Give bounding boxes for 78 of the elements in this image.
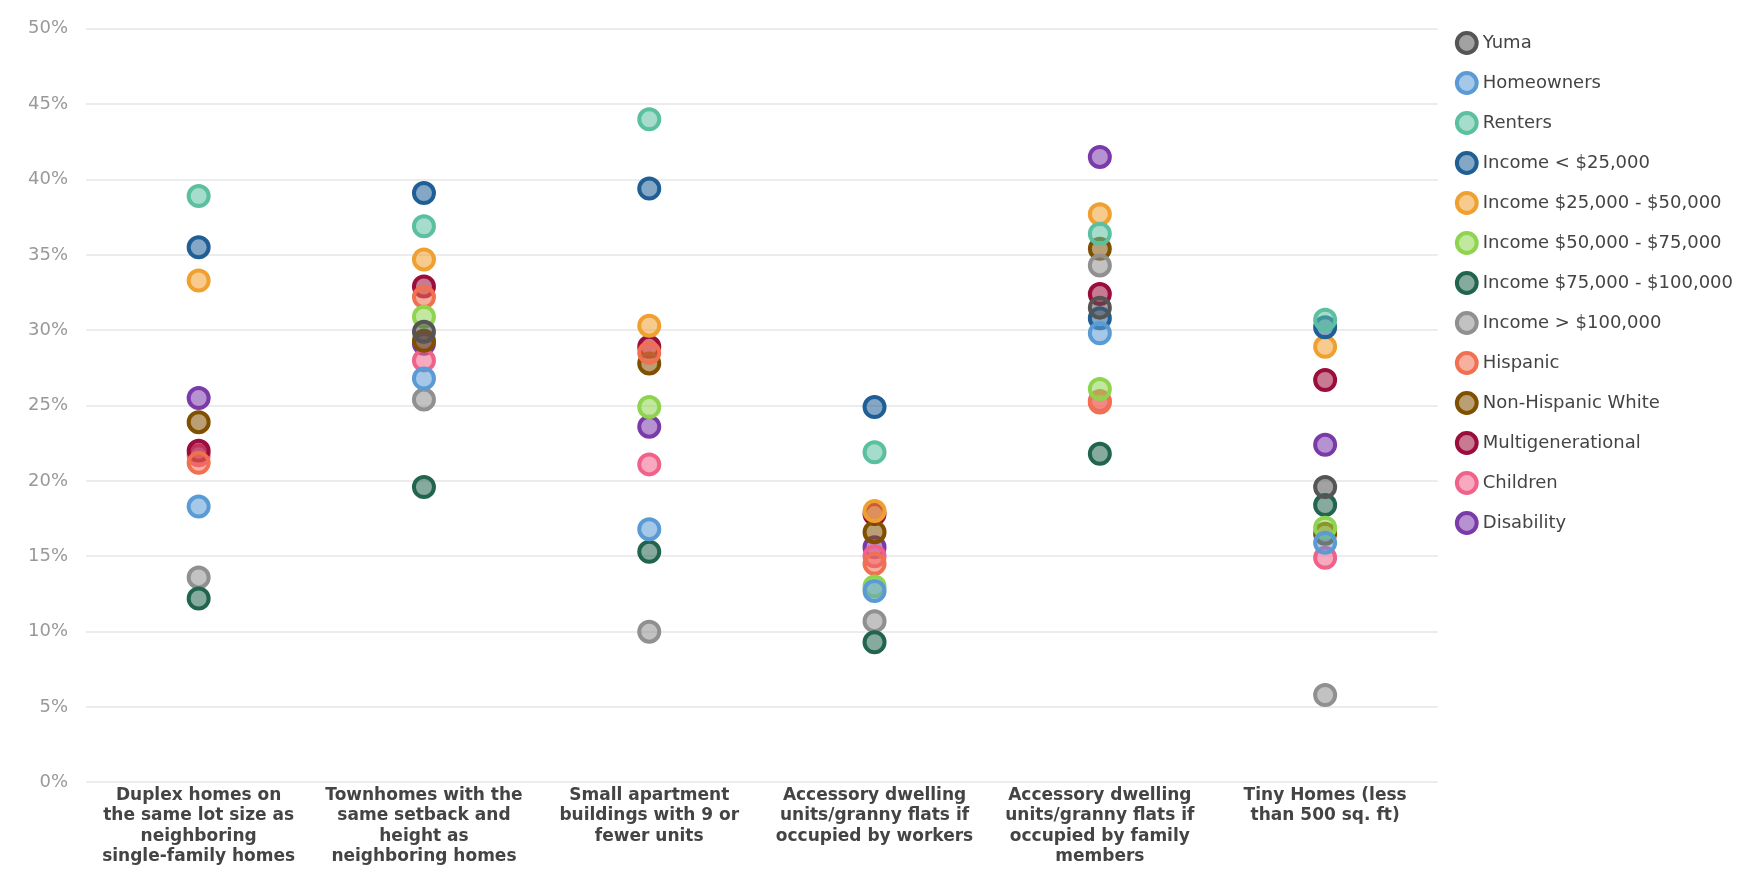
point bbox=[186, 410, 211, 435]
point bbox=[186, 268, 211, 293]
point bbox=[637, 539, 662, 564]
point bbox=[411, 366, 436, 391]
legend-label: Non-Hispanic White bbox=[1482, 390, 1660, 412]
point bbox=[411, 474, 436, 499]
point bbox=[186, 586, 211, 611]
point bbox=[411, 387, 436, 412]
point bbox=[1087, 144, 1112, 169]
point bbox=[637, 517, 662, 542]
legend-label: Renters bbox=[1482, 110, 1552, 132]
point bbox=[1313, 530, 1338, 555]
point bbox=[862, 630, 887, 655]
point bbox=[411, 214, 436, 239]
y-tick-label: 5% bbox=[39, 694, 69, 716]
point bbox=[1087, 321, 1112, 346]
point bbox=[186, 235, 211, 260]
point bbox=[637, 619, 662, 644]
y-tick-label: 50% bbox=[27, 16, 69, 38]
legend-label: Income $75,000 - $100,000 bbox=[1482, 270, 1733, 292]
x-tick-label: Townhomes with the same setback and height as neighboring homes bbox=[325, 784, 523, 866]
point bbox=[186, 386, 211, 411]
point bbox=[186, 565, 211, 590]
point bbox=[411, 247, 436, 272]
x-tick-label: Tiny Homes (less than 500 sq. ft) bbox=[1243, 784, 1407, 825]
legend-label: Homeowners bbox=[1482, 70, 1601, 92]
point bbox=[637, 340, 662, 365]
point bbox=[1313, 682, 1338, 707]
point bbox=[186, 450, 211, 475]
x-tick-label: Accessory dwelling units/granny flats if occupied by family members bbox=[1005, 784, 1196, 866]
point bbox=[1313, 432, 1338, 457]
point bbox=[637, 452, 662, 477]
y-tick-label: 0% bbox=[39, 770, 69, 792]
legend-label: Children bbox=[1482, 470, 1558, 492]
point bbox=[1087, 295, 1112, 320]
legend-label: Income > $100,000 bbox=[1482, 310, 1662, 332]
point bbox=[637, 414, 662, 439]
y-tick-label: 35% bbox=[27, 242, 69, 264]
point bbox=[411, 181, 436, 206]
point bbox=[186, 494, 211, 519]
point bbox=[1087, 202, 1112, 227]
point bbox=[637, 176, 662, 201]
point bbox=[1313, 367, 1338, 392]
x-tick-label: Accessory dwelling units/granny flats if occupied by workers bbox=[775, 784, 974, 845]
point bbox=[637, 395, 662, 420]
legend-label: Income < $25,000 bbox=[1482, 150, 1650, 172]
legend-label: Income $50,000 - $75,000 bbox=[1482, 230, 1722, 252]
y-tick-label: 20% bbox=[27, 468, 69, 490]
point bbox=[862, 520, 887, 545]
y-tick-label: 40% bbox=[27, 167, 69, 189]
legend-label: Hispanic bbox=[1482, 350, 1560, 372]
x-tick-label: Small apartment buildings with 9 or fewer units bbox=[559, 784, 740, 845]
point bbox=[862, 609, 887, 634]
point bbox=[1087, 253, 1112, 278]
y-tick-label: 45% bbox=[27, 91, 69, 113]
y-tick-label: 10% bbox=[27, 619, 69, 641]
point bbox=[862, 440, 887, 465]
point bbox=[1087, 221, 1112, 246]
point bbox=[1313, 334, 1338, 359]
y-tick-label: 15% bbox=[27, 543, 69, 565]
point bbox=[637, 107, 662, 132]
point bbox=[862, 395, 887, 420]
legend-label: Disability bbox=[1482, 510, 1567, 532]
x-tick-label: Duplex homes on the same lot size as neighboring single-family homes bbox=[102, 784, 296, 866]
point bbox=[186, 184, 211, 209]
point bbox=[637, 313, 662, 338]
y-tick-label: 30% bbox=[27, 317, 69, 339]
legend-label: Yuma bbox=[1481, 30, 1532, 52]
legend-label: Multigenerational bbox=[1482, 430, 1641, 452]
point bbox=[411, 285, 436, 310]
point bbox=[1087, 441, 1112, 466]
point bbox=[1313, 307, 1338, 332]
point bbox=[1313, 474, 1338, 499]
y-tick-label: 25% bbox=[27, 393, 69, 415]
point bbox=[411, 319, 436, 344]
legend-label: Income $25,000 - $50,000 bbox=[1482, 190, 1722, 212]
point bbox=[1087, 377, 1112, 402]
point bbox=[862, 551, 887, 576]
